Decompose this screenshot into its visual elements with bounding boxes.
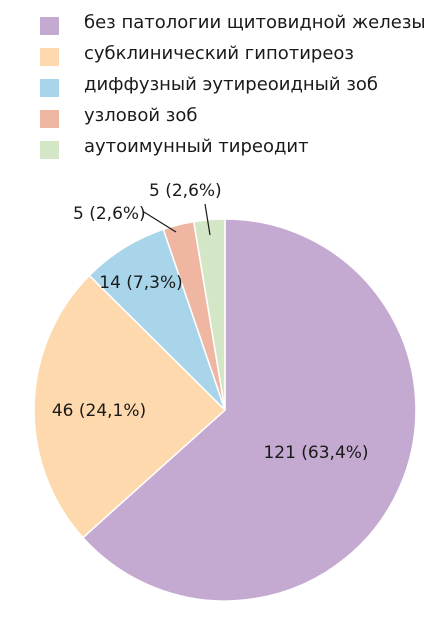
label-leader-lines	[143, 203, 211, 236]
pie-slice-no-pathology	[81, 218, 417, 602]
legend-label-no-pathology: без патологии щитовидной железы	[84, 12, 426, 33]
data-label-diffuse-goiter: 14 (7,3%)	[99, 273, 183, 293]
legend-item-diffuse-goiter: диффузный эутиреоидный зоб	[40, 72, 440, 103]
data-label-autoimmune-thyroiditis: 5 (2,6%)	[149, 181, 222, 201]
pie-slices	[33, 218, 417, 602]
pie-slice-subclinical-hypothyroidism	[33, 274, 227, 539]
data-label-subclinical-hypothyroidism: 46 (24,1%)	[52, 401, 146, 421]
legend-label-autoimmune-thyroiditis: аутоимунный тиреодит	[84, 136, 309, 157]
legend-swatch-autoimmune-thyroiditis	[40, 141, 59, 159]
legend-label-nodular-goiter: узловой зоб	[84, 105, 198, 126]
legend-item-autoimmune-thyroiditis: аутоимунный тиреодит	[40, 134, 440, 165]
legend-label-subclinical-hypothyroidism: субклинический гипотиреоз	[84, 43, 354, 64]
legend-swatch-diffuse-goiter	[40, 79, 59, 97]
data-label-nodular-goiter: 5 (2,6%)	[73, 204, 146, 224]
leader-line-nodular-goiter	[143, 211, 177, 233]
legend-swatch-nodular-goiter	[40, 110, 59, 128]
legend-item-no-pathology: без патологии щитовидной железы	[40, 10, 440, 41]
pie-slice-autoimmune-thyroiditis	[192, 218, 226, 411]
legend-item-subclinical-hypothyroidism: субклинический гипотиреоз	[40, 41, 440, 72]
data-label-no-pathology: 121 (63,4%)	[263, 443, 368, 463]
legend-label-diffuse-goiter: диффузный эутиреоидный зоб	[84, 74, 379, 95]
legend-swatch-subclinical-hypothyroidism	[40, 48, 59, 66]
legend-item-nodular-goiter: узловой зоб	[40, 103, 440, 134]
leader-line-autoimmune-thyroiditis	[204, 203, 211, 236]
pie-data-labels: 121 (63,4%) 46 (24,1%) 14 (7,3%) 5 (2,6%)5 …	[52, 181, 369, 463]
legend-swatch-no-pathology	[40, 17, 59, 35]
chart-legend: без патологии щитовидной железы субклини…	[40, 10, 440, 165]
